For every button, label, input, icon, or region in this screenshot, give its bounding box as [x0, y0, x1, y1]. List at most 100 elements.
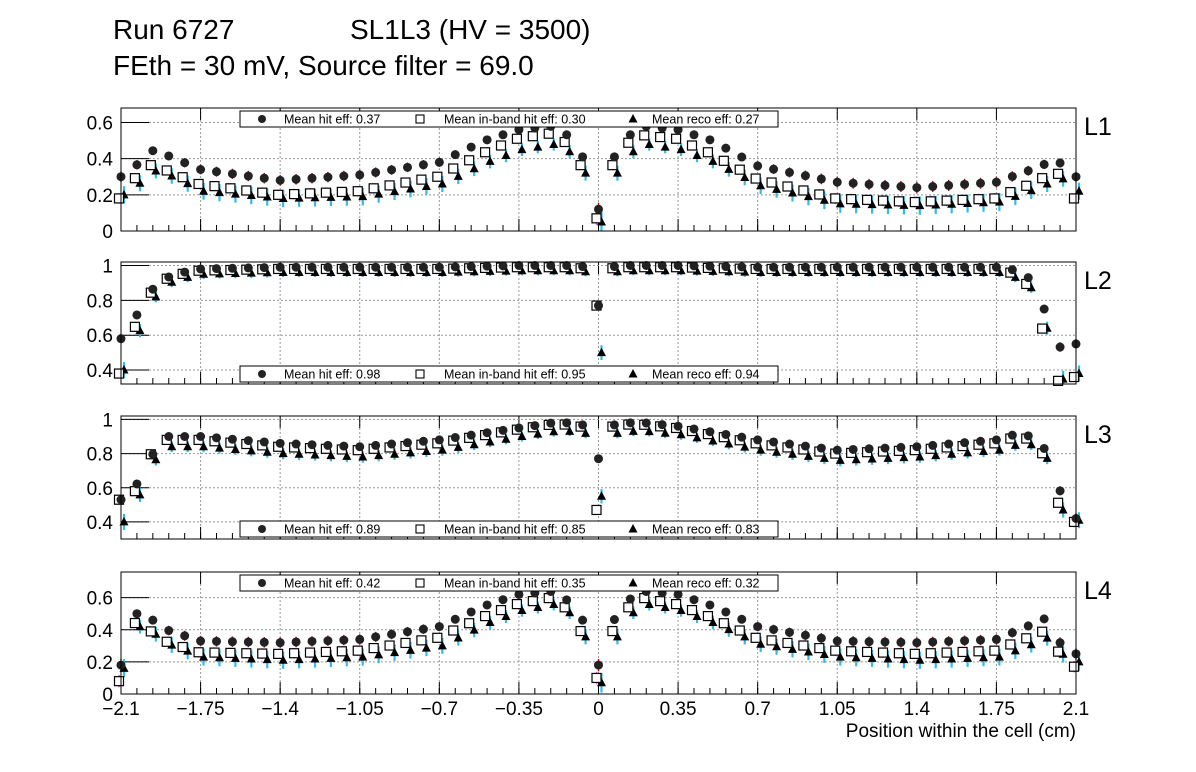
legend-box [239, 574, 779, 592]
in-band-eff-marker [495, 140, 507, 151]
hit-eff-marker [355, 442, 365, 452]
hit-eff-marker [371, 167, 381, 177]
in-band-eff-marker [304, 188, 316, 199]
in-band-eff-marker [591, 213, 602, 224]
reco-eff-marker [565, 146, 575, 156]
hit-eff-marker [259, 263, 269, 273]
hit-eff-marker [578, 420, 588, 430]
in-band-eff-marker [814, 642, 825, 654]
hit-eff-marker [196, 432, 206, 441]
reco-eff-marker [612, 168, 622, 177]
y-tick-label: 0.4 [87, 621, 114, 642]
reco-eff-marker [1074, 186, 1084, 195]
hit-eff-marker [418, 624, 428, 634]
hit-eff-marker [498, 425, 508, 435]
x-axis-title: Position within the cell (cm) [846, 721, 1076, 742]
hit-eff-marker [912, 638, 922, 648]
y-tick-label: 1 [102, 410, 113, 431]
hit-eff-marker [291, 637, 301, 647]
in-band-eff-marker [686, 140, 698, 151]
reco-eff-marker [1058, 504, 1068, 514]
legend-in-band-label: Mean in-band hit eff: 0.30 [444, 113, 586, 127]
hit-eff-marker [1007, 171, 1017, 181]
hit-eff-marker [562, 260, 572, 270]
in-band-eff-marker [1052, 375, 1064, 386]
hit-eff-marker [212, 167, 221, 177]
reco-eff-marker [501, 434, 511, 443]
legend-hit-label: Mean hit eff: 0.89 [284, 523, 380, 537]
reco-eff-marker [788, 644, 797, 653]
hit-eff-marker [785, 167, 794, 177]
in-band-eff-marker [702, 610, 714, 622]
in-band-eff-marker [575, 625, 586, 637]
hit-eff-marker [1055, 638, 1065, 648]
hit-eff-marker [498, 595, 508, 605]
hit-eff-marker [434, 157, 444, 167]
hit-eff-marker [387, 262, 397, 272]
hit-eff-marker [243, 436, 253, 446]
reco-eff-marker [883, 453, 893, 462]
hit-eff-marker [991, 435, 1001, 445]
hit-eff-marker [1039, 159, 1049, 169]
hit-eff-marker [227, 169, 237, 179]
in-band-eff-marker [861, 194, 873, 205]
hit-eff-marker [689, 130, 699, 140]
in-band-eff-marker [177, 641, 188, 653]
panel-frame [120, 261, 1077, 385]
chamber-hv-title: SL1L3 (HV = 3500) [350, 14, 591, 45]
reco-eff-marker [533, 602, 543, 612]
in-band-eff-marker [941, 647, 952, 658]
in-band-eff-marker [957, 194, 968, 205]
in-band-eff-marker [129, 173, 141, 184]
reco-eff-marker [708, 435, 718, 445]
reco-eff-marker [453, 442, 463, 451]
hit-eff-marker [371, 440, 381, 450]
x-tick-label: −0.7 [421, 699, 459, 720]
hit-eff-marker [880, 262, 890, 272]
in-band-eff-marker [241, 648, 252, 659]
in-band-eff-marker [1005, 187, 1016, 198]
hit-eff-marker [323, 172, 333, 182]
reco-eff-marker [963, 447, 973, 457]
hit-eff-marker [609, 420, 619, 430]
reco-eff-marker [772, 447, 782, 456]
in-band-eff-marker [718, 155, 729, 166]
reco-eff-marker [692, 611, 702, 621]
legend-in-band-marker [415, 369, 425, 379]
reco-eff-marker [676, 429, 686, 439]
hit-eff-marker [546, 260, 556, 270]
hit-eff-marker [673, 260, 683, 270]
in-band-eff-marker [957, 646, 968, 658]
hit-eff-marker [1007, 628, 1017, 638]
hit-eff-marker [721, 429, 731, 439]
reco-eff-marker [469, 163, 479, 173]
in-band-eff-marker [336, 646, 347, 657]
hit-eff-marker [769, 437, 779, 447]
reco-eff-marker [1026, 439, 1036, 449]
legend-hit-marker [258, 370, 266, 378]
hit-eff-marker [355, 262, 365, 272]
hit-eff-marker [1007, 265, 1017, 275]
in-band-eff-marker [989, 645, 1000, 656]
reco-eff-marker [740, 442, 750, 451]
hit-eff-marker [323, 636, 333, 646]
legend-hit-marker [258, 525, 266, 533]
reco-eff-marker [485, 617, 495, 627]
panel-label-l3: L3 [1084, 421, 1112, 449]
hit-eff-marker [832, 445, 842, 455]
y-tick-label: 0.6 [87, 479, 113, 500]
reco-eff-marker [979, 652, 988, 662]
hit-eff-marker [976, 178, 985, 188]
in-band-eff-marker [113, 193, 125, 204]
reco-eff-marker [549, 426, 559, 436]
hit-eff-marker [387, 165, 397, 175]
hit-eff-marker [705, 135, 715, 145]
hit-eff-marker [625, 260, 635, 270]
in-band-eff-marker [734, 164, 745, 175]
in-band-eff-marker [925, 196, 936, 207]
in-band-eff-marker [925, 648, 936, 659]
hit-eff-marker [466, 607, 476, 617]
legend-box [239, 365, 779, 383]
in-band-eff-marker [495, 604, 507, 616]
